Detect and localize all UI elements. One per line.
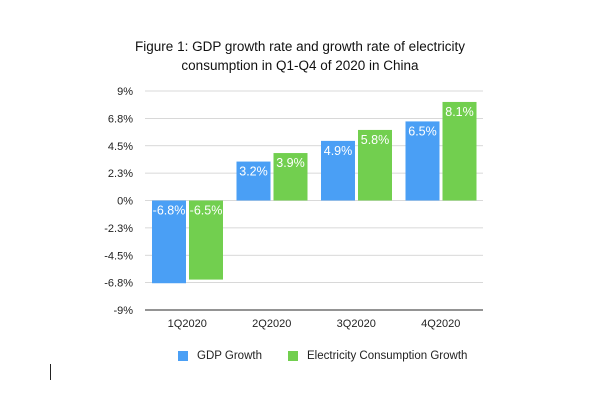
data-label: 6.5% xyxy=(408,124,437,138)
data-label: 5.8% xyxy=(361,133,390,147)
legend-label-gdp: GDP Growth xyxy=(197,350,262,362)
bar xyxy=(358,129,392,201)
data-label: 8.1% xyxy=(445,105,474,119)
bar xyxy=(442,101,477,201)
bar xyxy=(236,161,271,201)
x-tick-label: 2Q2020 xyxy=(252,318,291,330)
legend-item-electricity: Electricity Consumption Growth xyxy=(288,350,467,362)
x-tick-label: 1Q2020 xyxy=(168,318,207,330)
data-label: 3.9% xyxy=(276,156,305,170)
data-label: -6.8% xyxy=(153,204,186,218)
y-tick-label: 4.5% xyxy=(108,141,133,153)
data-label: 4.9% xyxy=(324,144,353,158)
data-label: -6.5% xyxy=(190,204,223,218)
chart-title: Figure 1: GDP growth rate and growth rat… xyxy=(100,37,500,75)
bar xyxy=(405,121,440,201)
x-tick-label: 4Q2020 xyxy=(421,318,460,330)
y-tick-label: 9% xyxy=(117,86,133,98)
bar xyxy=(189,200,223,280)
y-tick-label: 0% xyxy=(117,196,133,208)
legend-item-gdp: GDP Growth xyxy=(178,350,262,362)
y-tick-label: 6.8% xyxy=(108,113,133,125)
chart-title-line-2: consumption in Q1-Q4 of 2020 in China xyxy=(181,58,419,73)
y-tick-label: -4.5% xyxy=(104,250,133,262)
chart-title-line-1: Figure 1: GDP growth rate and growth rat… xyxy=(135,39,465,54)
legend-swatch-electricity xyxy=(288,351,298,361)
y-tick-label: -6.8% xyxy=(104,278,133,290)
bar xyxy=(321,140,355,201)
y-tick-label: 2.3% xyxy=(108,168,133,180)
y-tick-label: -9% xyxy=(113,305,133,317)
legend-label-electricity: Electricity Consumption Growth xyxy=(307,350,468,362)
x-tick-label: 3Q2020 xyxy=(337,318,376,330)
data-label: 3.2% xyxy=(239,165,268,179)
y-tick-label: -2.3% xyxy=(104,223,133,235)
text-cursor xyxy=(50,364,51,380)
legend-swatch-gdp xyxy=(178,351,188,361)
bar xyxy=(273,153,308,201)
bar xyxy=(152,200,186,284)
